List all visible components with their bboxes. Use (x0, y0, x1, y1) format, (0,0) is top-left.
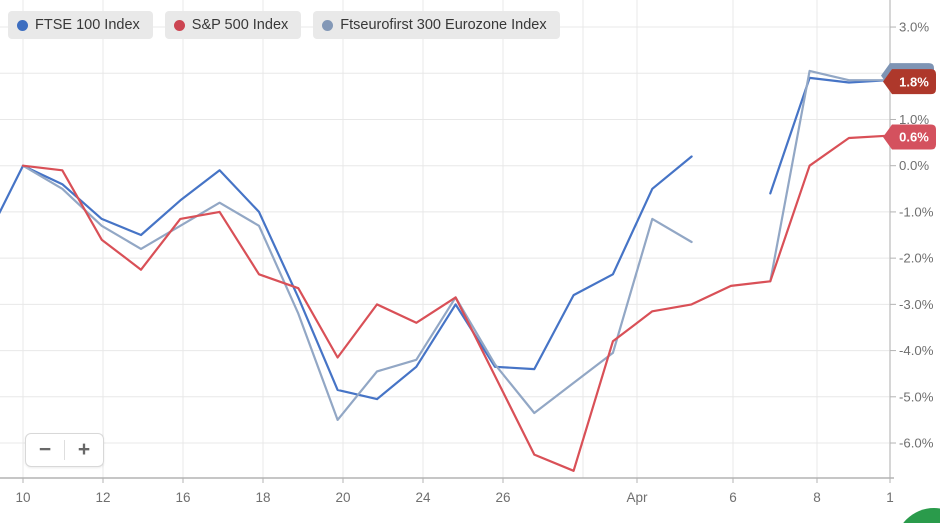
y-tick-label: -2.0% (899, 251, 934, 266)
x-tick-label: 20 (335, 490, 350, 505)
x-tick-label: 8 (813, 490, 821, 505)
y-tick-label: -1.0% (899, 204, 934, 219)
x-tick-label: 16 (175, 490, 190, 505)
series-line-ftseurofirst-300-eurozone-index (769, 69, 890, 283)
sp-500-series-dot-icon (173, 19, 185, 31)
minus-icon: − (38, 438, 52, 461)
y-tick-label: -4.0% (899, 343, 934, 358)
x-tick-label: 18 (255, 490, 270, 505)
legend: FTSE 100 Index S&P 500 Index Ftseurofirs… (8, 11, 560, 39)
y-tick-label: 0.0% (899, 158, 929, 173)
legend-label: Ftseurofirst 300 Eurozone Index (340, 17, 547, 33)
plus-icon: + (77, 438, 91, 461)
series-line-ftse-100-index (769, 76, 890, 195)
value-badge (883, 69, 936, 95)
value-badge (883, 124, 936, 150)
x-tick-label: 24 (415, 490, 431, 505)
y-tick-label: 1.0% (899, 112, 929, 127)
x-tick-label: 1 (886, 490, 894, 505)
legend-item-ftse-100[interactable]: FTSE 100 Index (8, 11, 153, 39)
legend-item-sp-500[interactable]: S&P 500 Index (164, 11, 302, 39)
ftseurofirst-300-series-dot-icon (322, 19, 334, 31)
y-tick-label: -5.0% (899, 389, 934, 404)
zoom-in-button[interactable]: + (65, 434, 103, 466)
x-tick-label: 12 (95, 490, 110, 505)
y-tick-label: -6.0% (899, 436, 934, 451)
x-tick-label: 6 (729, 490, 737, 505)
legend-label: FTSE 100 Index (35, 17, 140, 33)
y-tick-label: -3.0% (899, 297, 934, 312)
series-line-s-p-500-index (21, 134, 890, 472)
x-tick-label: 26 (495, 490, 510, 505)
x-tick-label: Apr (626, 490, 648, 505)
ftse-100-series-dot-icon (17, 19, 28, 31)
zoom-out-button[interactable]: − (26, 434, 64, 466)
y-tick-label: 3.0% (899, 20, 929, 35)
zoom-control-divider (64, 440, 65, 460)
legend-item-ftseurofirst-300[interactable]: Ftseurofirst 300 Eurozone Index (313, 11, 560, 39)
series-line-ftse-100-index (0, 155, 693, 401)
value-badge-label: 0.6% (899, 130, 929, 145)
zoom-control: − + (25, 433, 104, 467)
series-line-ftseurofirst-300-eurozone-index (21, 164, 693, 421)
value-badge-label: 1.8% (899, 74, 929, 89)
x-tick-label: 10 (15, 490, 30, 505)
legend-label: S&P 500 Index (191, 17, 289, 33)
